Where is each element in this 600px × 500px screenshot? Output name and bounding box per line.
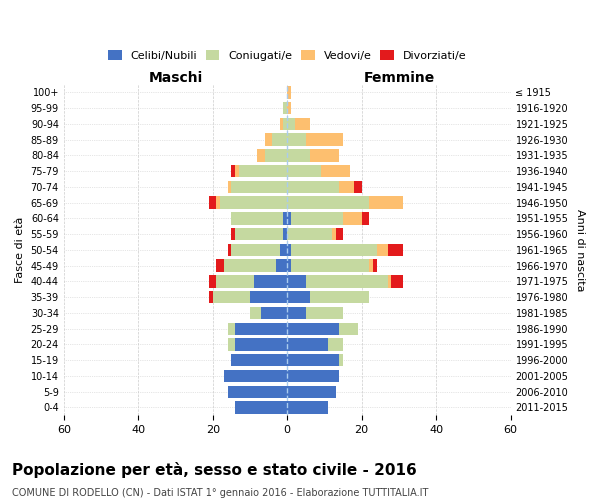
Bar bbox=[235, 228, 283, 240]
Bar bbox=[227, 180, 232, 193]
Bar bbox=[377, 244, 388, 256]
Y-axis label: Anni di nascita: Anni di nascita bbox=[575, 208, 585, 291]
Bar bbox=[280, 118, 283, 130]
Bar bbox=[287, 228, 332, 240]
Bar bbox=[232, 354, 287, 366]
Bar bbox=[287, 149, 310, 162]
Bar bbox=[287, 244, 291, 256]
Bar bbox=[265, 149, 287, 162]
Bar bbox=[257, 149, 265, 162]
Bar bbox=[254, 275, 287, 287]
Bar bbox=[287, 196, 369, 209]
Bar bbox=[283, 118, 287, 130]
Bar bbox=[224, 260, 276, 272]
Bar bbox=[291, 244, 377, 256]
Bar bbox=[272, 134, 287, 146]
Bar bbox=[340, 354, 343, 366]
Bar bbox=[287, 102, 291, 115]
Bar bbox=[209, 196, 217, 209]
Bar bbox=[220, 196, 287, 209]
Bar bbox=[332, 228, 335, 240]
Bar bbox=[287, 291, 310, 304]
Y-axis label: Fasce di età: Fasce di età bbox=[15, 216, 25, 283]
Bar bbox=[369, 260, 373, 272]
Bar bbox=[283, 228, 287, 240]
Bar bbox=[287, 118, 295, 130]
Bar bbox=[340, 180, 354, 193]
Bar bbox=[235, 402, 287, 413]
Bar bbox=[280, 244, 287, 256]
Bar bbox=[235, 165, 239, 177]
Bar bbox=[362, 212, 369, 224]
Bar bbox=[388, 275, 391, 287]
Bar bbox=[340, 322, 358, 335]
Bar bbox=[227, 338, 235, 350]
Bar bbox=[227, 322, 235, 335]
Bar bbox=[283, 212, 287, 224]
Bar bbox=[287, 306, 306, 319]
Bar bbox=[283, 102, 287, 115]
Bar bbox=[232, 180, 287, 193]
Bar bbox=[217, 260, 224, 272]
Bar bbox=[335, 228, 343, 240]
Bar bbox=[287, 212, 291, 224]
Bar bbox=[232, 244, 280, 256]
Bar bbox=[287, 402, 328, 413]
Bar bbox=[306, 275, 388, 287]
Bar bbox=[224, 370, 287, 382]
Text: Femmine: Femmine bbox=[363, 72, 434, 86]
Bar bbox=[235, 338, 287, 350]
Bar bbox=[232, 165, 235, 177]
Bar bbox=[261, 306, 287, 319]
Bar bbox=[213, 291, 250, 304]
Bar bbox=[354, 180, 362, 193]
Bar bbox=[227, 386, 287, 398]
Bar bbox=[287, 354, 340, 366]
Bar bbox=[217, 275, 254, 287]
Bar bbox=[287, 275, 306, 287]
Bar bbox=[235, 322, 287, 335]
Bar bbox=[328, 338, 343, 350]
Bar bbox=[227, 244, 232, 256]
Bar bbox=[232, 228, 235, 240]
Bar bbox=[265, 134, 272, 146]
Bar bbox=[388, 244, 403, 256]
Bar bbox=[287, 180, 340, 193]
Bar bbox=[306, 306, 343, 319]
Bar bbox=[209, 275, 217, 287]
Bar bbox=[250, 291, 287, 304]
Text: Maschi: Maschi bbox=[148, 72, 203, 86]
Bar bbox=[343, 212, 362, 224]
Text: Popolazione per età, sesso e stato civile - 2016: Popolazione per età, sesso e stato civil… bbox=[12, 462, 417, 478]
Bar bbox=[369, 196, 403, 209]
Legend: Celibi/Nubili, Coniugati/e, Vedovi/e, Divorziati/e: Celibi/Nubili, Coniugati/e, Vedovi/e, Di… bbox=[105, 47, 469, 64]
Bar bbox=[250, 306, 261, 319]
Bar bbox=[306, 134, 343, 146]
Bar bbox=[217, 196, 220, 209]
Text: COMUNE DI RODELLO (CN) - Dati ISTAT 1° gennaio 2016 - Elaborazione TUTTITALIA.IT: COMUNE DI RODELLO (CN) - Dati ISTAT 1° g… bbox=[12, 488, 428, 498]
Bar bbox=[287, 322, 340, 335]
Bar bbox=[232, 212, 283, 224]
Bar bbox=[287, 86, 291, 99]
Bar bbox=[287, 260, 291, 272]
Bar bbox=[310, 149, 340, 162]
Bar bbox=[321, 165, 350, 177]
Bar bbox=[391, 275, 403, 287]
Bar bbox=[291, 212, 343, 224]
Bar bbox=[239, 165, 287, 177]
Bar bbox=[287, 134, 306, 146]
Bar bbox=[287, 370, 340, 382]
Bar bbox=[276, 260, 287, 272]
Bar bbox=[287, 165, 321, 177]
Bar bbox=[287, 338, 328, 350]
Bar bbox=[291, 260, 369, 272]
Bar bbox=[209, 291, 213, 304]
Bar bbox=[287, 386, 335, 398]
Bar bbox=[373, 260, 377, 272]
Bar bbox=[310, 291, 369, 304]
Bar bbox=[295, 118, 310, 130]
